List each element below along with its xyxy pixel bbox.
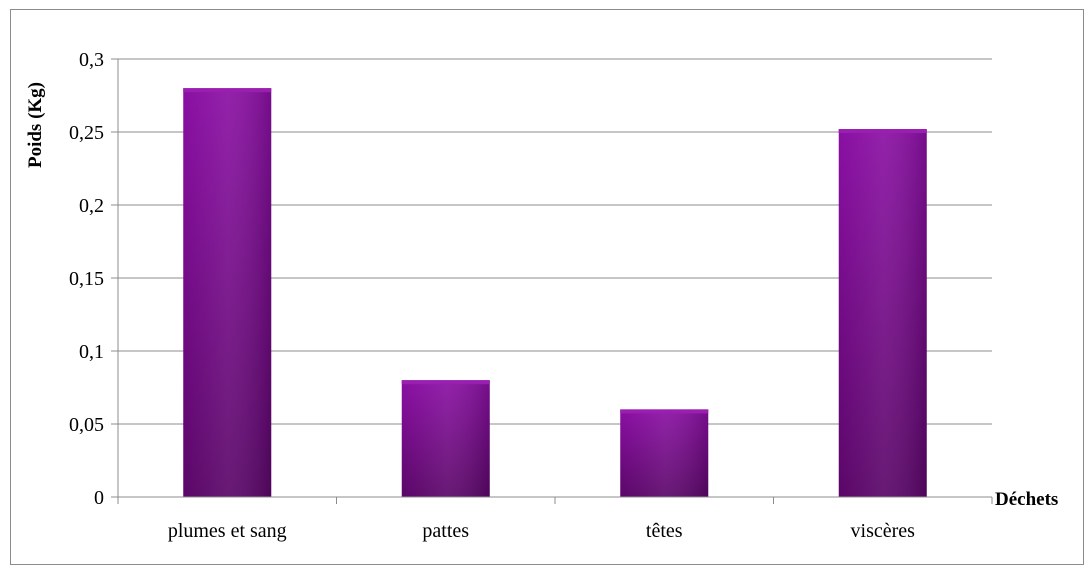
x-tick-label: viscères: [851, 520, 916, 542]
y-tick-label: 0,1: [79, 341, 104, 363]
y-tick-label: 0,3: [79, 49, 104, 71]
y-tick-label: 0,05: [69, 414, 104, 436]
bar-shade: [183, 88, 272, 497]
y-tick-label: 0,2: [79, 195, 104, 217]
x-tick-label: têtes: [646, 520, 683, 542]
y-tick-label: 0,25: [69, 122, 104, 144]
y-tick-labels: 0 0,05 0,1 0,15 0,2 0,25 0,3: [69, 49, 104, 509]
axes: [117, 59, 993, 504]
x-tick-label: pattes: [422, 520, 469, 542]
bars: [183, 88, 927, 497]
bar: [620, 409, 709, 497]
y-tick-label: 0: [94, 487, 104, 509]
bar: [401, 380, 490, 497]
bar-shade: [401, 380, 490, 497]
bar: [838, 129, 927, 497]
bar-top-bevel: [620, 409, 709, 414]
bar-top-bevel: [838, 129, 927, 134]
y-axis-title: Poids (Kg): [25, 82, 46, 168]
bar-shade: [838, 129, 927, 497]
x-tick-label: plumes et sang: [168, 520, 287, 542]
bar-shade: [620, 409, 709, 497]
x-tick-labels: plumes et sang pattes têtes viscères: [168, 520, 915, 542]
x-axis-title: Déchets: [995, 489, 1058, 510]
bar: [183, 88, 272, 497]
y-tick-label: 0,15: [69, 268, 104, 290]
bar-top-bevel: [183, 88, 272, 93]
bar-top-bevel: [401, 380, 490, 385]
